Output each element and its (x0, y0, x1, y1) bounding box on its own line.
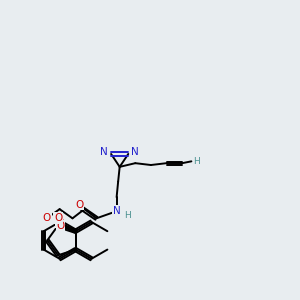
Text: O: O (56, 217, 64, 227)
Text: O: O (75, 200, 83, 209)
Text: O: O (43, 213, 51, 223)
Text: O: O (56, 220, 64, 230)
Text: N: N (113, 206, 121, 216)
Text: H: H (194, 157, 200, 166)
Text: O: O (54, 213, 62, 223)
Text: N: N (131, 148, 139, 158)
Text: N: N (100, 148, 108, 158)
Text: H: H (124, 212, 131, 220)
